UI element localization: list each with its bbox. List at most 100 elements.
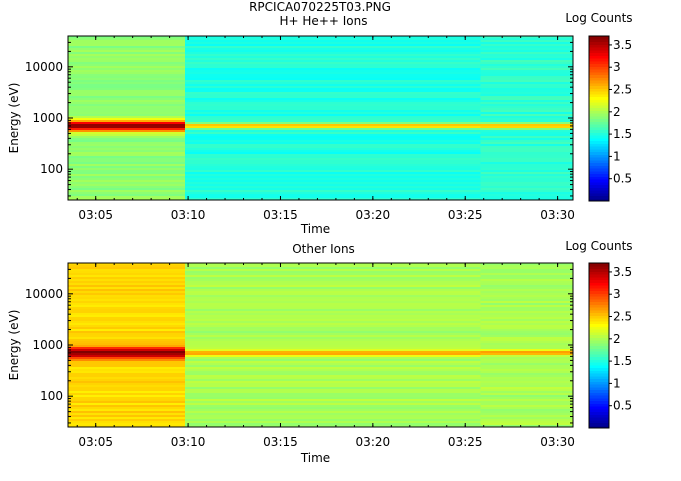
- colorbar-swatch: [589, 60, 609, 64]
- heatmap-cell: [68, 114, 186, 117]
- heatmap-cell: [68, 423, 186, 426]
- colorbar-swatch: [589, 38, 609, 42]
- heatmap-cell: [68, 154, 186, 157]
- colorbar-swatch: [589, 66, 609, 70]
- heatmap-cell: [185, 383, 482, 386]
- heatmap-cell: [68, 339, 186, 342]
- heatmap-cell: [480, 371, 574, 374]
- heatmap-cell: [185, 188, 482, 191]
- heatmap-cell: [185, 275, 482, 278]
- heatmap-cell: [185, 120, 482, 123]
- colorbar-swatch: [589, 195, 609, 199]
- heatmap-cell: [68, 88, 186, 91]
- colorbar-swatch: [589, 307, 609, 311]
- heatmap-cell: [185, 174, 482, 177]
- heatmap-cell: [68, 297, 186, 300]
- heatmap-cell: [68, 373, 186, 376]
- heatmap-cell: [480, 369, 574, 372]
- colorbar-swatch: [589, 179, 609, 183]
- heatmap-cell: [68, 82, 186, 85]
- heatmap-cell: [68, 305, 186, 308]
- heatmap-cell: [68, 56, 186, 59]
- heatmap-cell: [185, 68, 482, 71]
- heatmap-cell: [185, 361, 482, 364]
- colorbar-tick-label: 2: [613, 332, 621, 346]
- heatmap-cell: [480, 42, 574, 45]
- heatmap-cell: [480, 285, 574, 288]
- heatmap-cell: [68, 417, 186, 420]
- heatmap-cell: [68, 359, 186, 362]
- colorbar-swatch: [589, 425, 609, 429]
- heatmap-cell: [68, 52, 186, 55]
- heatmap-cell: [480, 273, 574, 276]
- colorbar-swatch: [589, 309, 609, 313]
- heatmap-cell: [185, 172, 482, 175]
- colorbar-swatch: [589, 82, 609, 86]
- heatmap-cell: [68, 323, 186, 326]
- heatmap-cell: [480, 365, 574, 368]
- heatmap-cell: [480, 331, 574, 334]
- heatmap-cell: [480, 188, 574, 191]
- heatmap-cell: [68, 70, 186, 73]
- colorbar-swatch: [589, 373, 609, 377]
- heatmap-cell: [68, 321, 186, 324]
- heatmap-cell: [480, 46, 574, 49]
- heatmap-cell: [185, 375, 482, 378]
- heatmap-cell: [185, 287, 482, 290]
- heatmap-cell: [480, 409, 574, 412]
- heatmap-cell: [68, 277, 186, 280]
- heatmap-cell: [68, 387, 186, 390]
- heatmap-cell: [68, 36, 186, 39]
- heatmap-cell: [480, 62, 574, 65]
- heatmap-cell: [68, 180, 186, 183]
- heatmap-cell: [185, 110, 482, 113]
- heatmap-cell: [185, 80, 482, 83]
- heatmap-cell: [480, 72, 574, 75]
- colorbar-swatch: [589, 47, 609, 51]
- colorbar-swatch: [589, 353, 609, 357]
- heatmap-cell: [68, 148, 186, 151]
- x-tick-label: 03:05: [78, 435, 113, 449]
- heatmap-cell: [480, 164, 574, 167]
- heatmap-cell: [68, 182, 186, 185]
- heatmap-cell: [185, 38, 482, 41]
- heatmap-cell: [185, 339, 482, 342]
- heatmap-cell: [68, 333, 186, 336]
- heatmap-cell: [185, 367, 482, 370]
- heatmap-cell: [68, 403, 186, 406]
- heatmap-cell: [480, 363, 574, 366]
- heatmap-cell: [480, 301, 574, 304]
- heatmap-cell: [185, 108, 482, 111]
- heatmap-cell: [480, 405, 574, 408]
- heatmap-cell: [480, 120, 574, 123]
- heatmap-cells: [68, 36, 574, 201]
- heatmap-cell: [68, 295, 186, 298]
- heatmap-cell: [185, 92, 482, 95]
- heatmap-cell: [185, 142, 482, 145]
- heatmap-cell: [185, 341, 482, 344]
- heatmap-cell: [185, 321, 482, 324]
- colorbar-tick-label: 1: [613, 149, 621, 163]
- heatmap-cell: [68, 116, 186, 119]
- heatmap-cell: [480, 417, 574, 420]
- colorbar-swatch: [589, 285, 609, 289]
- heatmap-cell: [480, 349, 574, 352]
- colorbar-swatch: [589, 422, 609, 426]
- heatmap-cell: [480, 309, 574, 312]
- heatmap-cell: [68, 315, 186, 318]
- heatmap-cell: [480, 44, 574, 47]
- heatmap-cell: [480, 421, 574, 424]
- heatmap-cell: [480, 90, 574, 93]
- heatmap-cell: [480, 118, 574, 121]
- heatmap-cell: [68, 72, 186, 75]
- heatmap-cell: [185, 136, 482, 139]
- heatmap-cell: [185, 168, 482, 171]
- heatmap-cell: [68, 409, 186, 412]
- heatmap-cell: [480, 313, 574, 316]
- heatmap-cell: [68, 166, 186, 169]
- heatmap-cell: [68, 94, 186, 97]
- heatmap-cell: [68, 118, 186, 121]
- heatmap-cell: [185, 391, 482, 394]
- heatmap-cell: [185, 196, 482, 199]
- heatmap-cell: [480, 58, 574, 61]
